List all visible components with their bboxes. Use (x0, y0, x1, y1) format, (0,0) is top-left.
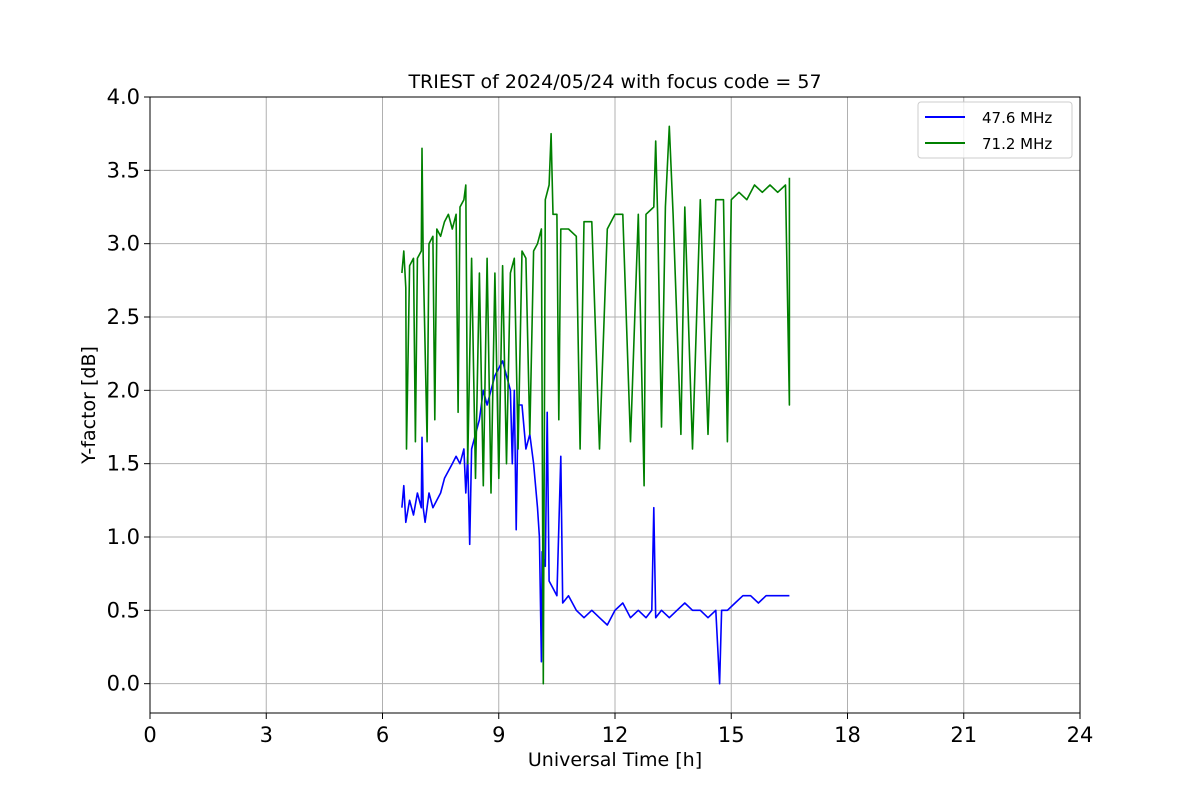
y-tick-label: 1.5 (107, 452, 140, 476)
x-tick-label: 15 (718, 723, 745, 747)
y-tick-label: 0.5 (107, 598, 140, 622)
y-axis-label: Y-factor [dB] (78, 346, 100, 465)
series-line-47-6-mhz (401, 360, 790, 685)
x-tick-label: 18 (834, 723, 861, 747)
x-tick-label: 21 (950, 723, 977, 747)
x-tick-label: 3 (260, 723, 273, 747)
x-tick-label: 24 (1067, 723, 1094, 747)
y-tick-label: 0.0 (107, 672, 140, 696)
chart-title: TRIEST of 2024/05/24 with focus code = 5… (407, 71, 821, 93)
y-tick-label: 3.5 (107, 158, 140, 182)
x-tick-label: 0 (143, 723, 156, 747)
x-axis-label: Universal Time [h] (528, 749, 702, 771)
x-tick-label: 6 (376, 723, 389, 747)
legend: 47.6 MHz 71.2 MHz (917, 101, 1073, 159)
series-layer (401, 125, 791, 685)
legend-label-71-2-mhz: 71.2 MHz (982, 135, 1052, 153)
y-tick-label: 2.0 (107, 378, 140, 402)
x-tick-label: 12 (602, 723, 629, 747)
x-tick-label: 9 (492, 723, 505, 747)
legend-label-47-6-mhz: 47.6 MHz (982, 109, 1052, 127)
series-line-71-2-mhz (401, 125, 791, 685)
tick-layer: 0 3 6 9 12 15 18 21 24 0.0 0.5 1.0 1.5 2.0 2.5 3.0 3.5 4.… (107, 85, 1094, 747)
y-tick-label: 4.0 (107, 85, 140, 109)
y-tick-label: 2.5 (107, 305, 140, 329)
y-tick-label: 3.0 (107, 232, 140, 256)
y-tick-label: 1.0 (107, 525, 140, 549)
